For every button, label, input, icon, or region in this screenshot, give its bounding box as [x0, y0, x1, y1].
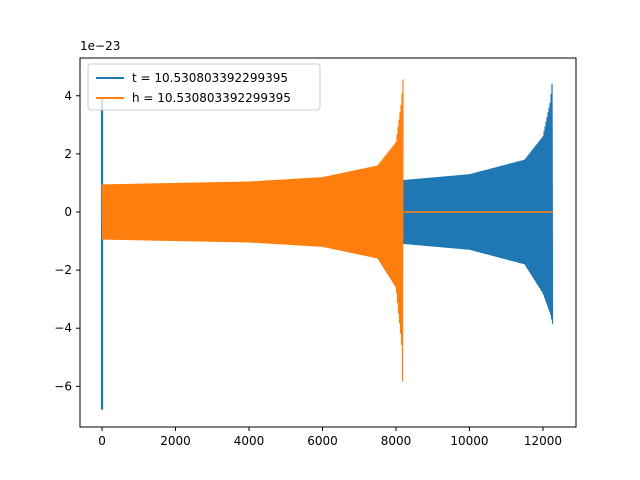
x-tick-label: 12000 — [524, 434, 562, 448]
y-tick-label: −6 — [54, 379, 72, 393]
x-tick-label: 6000 — [307, 434, 338, 448]
y-tick-label: −4 — [54, 321, 72, 335]
x-tick-label: 0 — [98, 434, 106, 448]
y-offset-text: 1e−23 — [80, 39, 120, 53]
axes-frame — [79, 57, 577, 428]
y-tick-label: 2 — [64, 147, 72, 161]
y-tick-label: 0 — [64, 205, 72, 219]
y-axis: −6 −4 −2 0 2 4 — [54, 89, 80, 393]
x-tick-label: 8000 — [381, 434, 412, 448]
legend-label-h: h = 10.530803392299395 — [132, 91, 291, 105]
legend-box — [87, 63, 321, 111]
y-tick-label: −2 — [54, 263, 72, 277]
legend: t = 10.530803392299395 h = 10.5308033922… — [87, 63, 321, 111]
x-axis: 0 2000 4000 6000 8000 10000 12000 — [98, 427, 562, 448]
legend-label-t: t = 10.530803392299395 — [132, 71, 288, 85]
plot-area — [100, 79, 554, 410]
series-line-h — [101, 79, 404, 382]
x-tick-label: 4000 — [234, 434, 265, 448]
y-tick-label: 4 — [64, 89, 72, 103]
x-tick-label: 10000 — [450, 434, 488, 448]
x-tick-label: 2000 — [160, 434, 191, 448]
